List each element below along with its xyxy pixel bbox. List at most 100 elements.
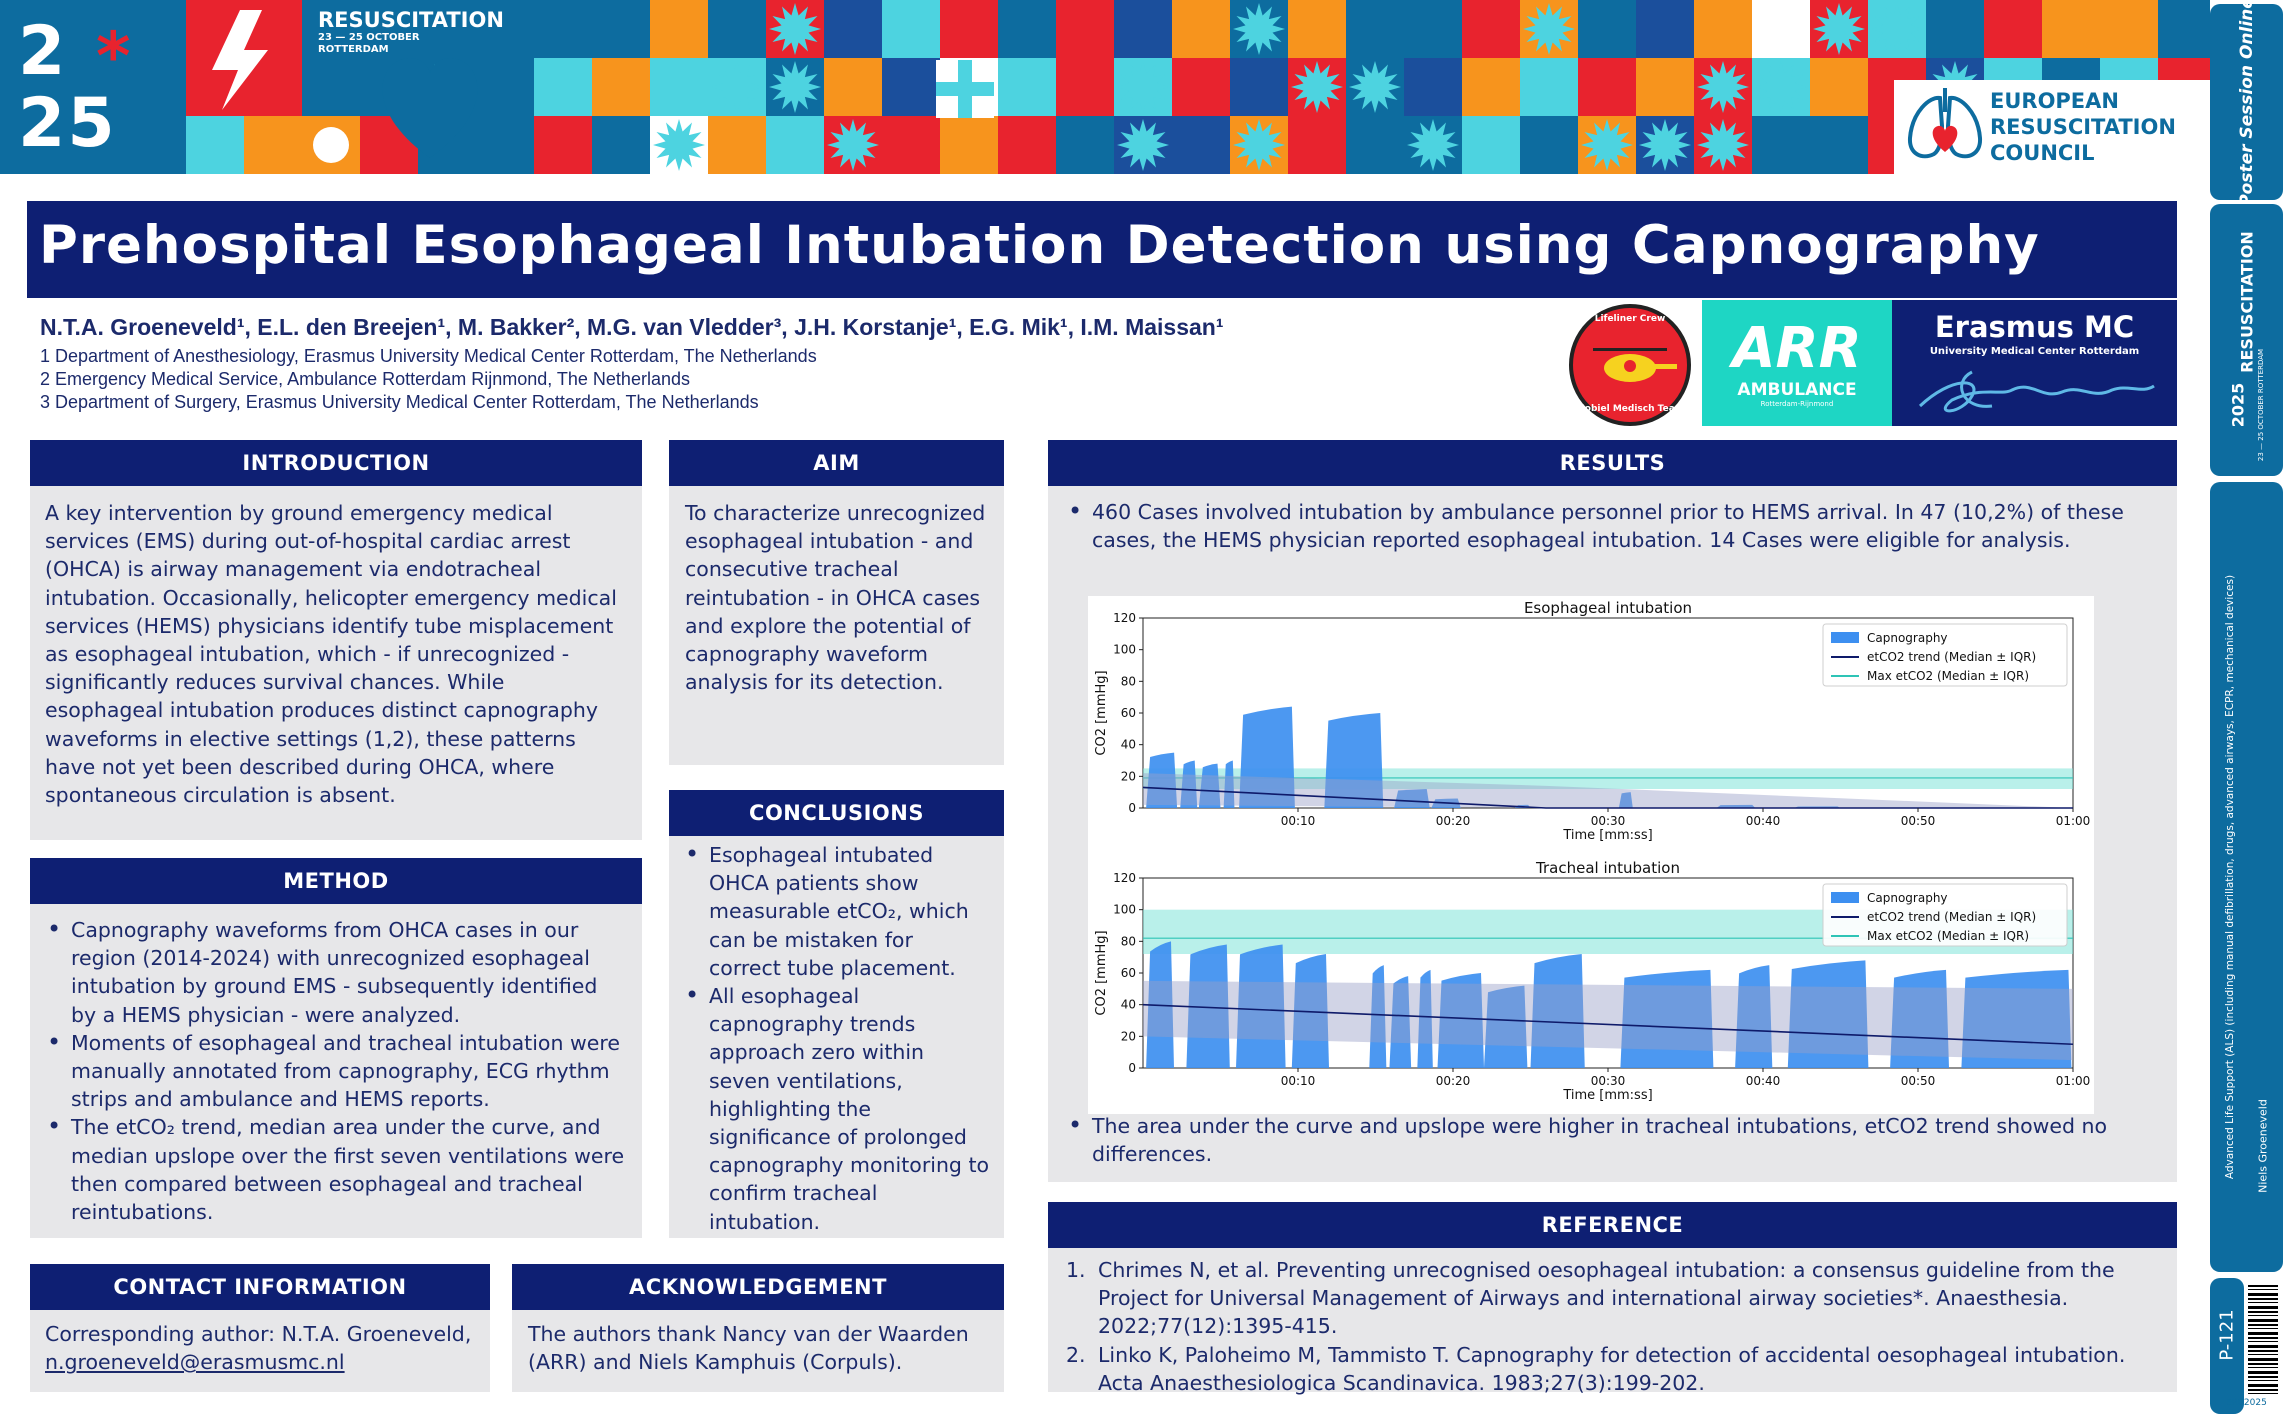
legend-box: [1822, 883, 2068, 947]
banner-tile: [650, 0, 708, 58]
congress-year-logo: 2 * 25: [18, 18, 168, 158]
banner-tile: [1462, 58, 1520, 116]
legend-label: Max etCO2 (Median ± IQR): [1867, 929, 2029, 943]
x-tick-label: 00:10: [1281, 814, 1316, 828]
legend-label: etCO2 trend (Median ± IQR): [1867, 650, 2036, 664]
legend-label: Capnography: [1867, 891, 1948, 905]
banner-tile: [1636, 0, 1694, 58]
banner-tile: [244, 116, 302, 174]
banner-tile: [1288, 0, 1346, 58]
event-label: RESUSCITATION 23 — 25 OCTOBER ROTTERDAM: [306, 6, 536, 56]
banner-tile: [1346, 116, 1404, 174]
banner-tile: [882, 58, 940, 116]
banner-tile: [998, 116, 1056, 174]
banner-tile: [1926, 0, 1984, 58]
event-dates: 23 — 25 OCTOBER: [318, 32, 420, 43]
y-tick-label: 80: [1121, 934, 1136, 948]
year-top-digit: 2: [18, 12, 68, 91]
year-star-icon: *: [96, 18, 131, 95]
reference-item: 2. Linko K, Paloheimo M, Tammisto T. Capn…: [1066, 1342, 2126, 1395]
x-tick-label: 00:20: [1436, 814, 1471, 828]
x-tick-label: 00:30: [1591, 814, 1626, 828]
banner-starburst: [1291, 61, 1343, 113]
conclusions-item: All esophageal capnography trends approa…: [683, 982, 990, 1236]
capnography-breath: [1890, 969, 1949, 1068]
erasmus-signature: [1918, 370, 2155, 413]
legend-box: [1822, 623, 2068, 687]
capnography-breath: [1484, 985, 1528, 1068]
capnography-breath: [1236, 944, 1286, 1068]
affiliation-3: 3 Department of Surgery, Erasmus Univers…: [40, 392, 759, 412]
banner-starburst: [1871, 3, 1923, 55]
y-tick-label: 100: [1113, 903, 1136, 917]
conclusions-heading: CONCLUSIONS: [669, 790, 1004, 836]
capnography-breath: [1389, 976, 1412, 1068]
banner-starburst: [1233, 3, 1285, 55]
capnography-breath: [1787, 960, 1869, 1068]
banner-tile: [186, 116, 244, 174]
method-item: The etCO₂ trend, median area under the c…: [45, 1113, 626, 1226]
banner-tile: [592, 116, 650, 174]
capnography-breath: [1146, 752, 1178, 808]
poster-title: Prehospital Esophageal Intubation Detect…: [39, 215, 2040, 276]
banner-tile: [1636, 58, 1694, 116]
heart-icon: [382, 58, 478, 158]
banner-starburst: [1813, 3, 1865, 55]
capnography-charts: 0 20 40 60 80 100 120 00:10 00:20 00:30 00:40 00:50…: [1094, 599, 2091, 1103]
banner-tile: [2100, 0, 2158, 58]
y-tick-label: 40: [1121, 998, 1136, 1012]
banner-tile: [1172, 58, 1230, 116]
x-tick-label: 00:40: [1746, 814, 1781, 828]
banner-tile: [1578, 58, 1636, 116]
banner-tile: [534, 116, 592, 174]
legend-swatch: [1831, 632, 1859, 643]
banner-tile: [998, 58, 1056, 116]
banner-tile: [534, 58, 592, 116]
contact-email-link[interactable]: n.groeneveld@erasmusmc.nl: [45, 1350, 345, 1375]
y-tick-label: 60: [1121, 966, 1136, 980]
banner-tile: [1520, 58, 1578, 116]
banner-tile: [824, 58, 882, 116]
banner-tile: [1578, 0, 1636, 58]
footer-code: ERC2025: [2226, 1398, 2267, 1408]
y-tick-label: 20: [1121, 1029, 1136, 1043]
legend-swatch: [1831, 892, 1859, 903]
banner-starburst: [769, 61, 821, 113]
reference-heading: REFERENCE: [1048, 1202, 2177, 1248]
banner-tile: [2042, 0, 2100, 58]
results-heading: RESULTS: [1048, 440, 2177, 486]
banner-tile: [1810, 116, 1868, 174]
banner-starburst: [711, 61, 763, 113]
banner-tile: [592, 58, 650, 116]
contact-heading: CONTACT INFORMATION: [30, 1264, 490, 1310]
x-tick-label: 00:20: [1436, 1074, 1471, 1088]
arr-ambulance-logo: ARR AMBULANCE Rotterdam-Rijnmond: [1702, 300, 1892, 426]
x-tick-label: 01:00: [2056, 1074, 2091, 1088]
etco2-trend-line: [1142, 1003, 2074, 1046]
poster-session-tab: Poster Session Online: [2210, 0, 2283, 207]
banner-starburst: [1349, 61, 1401, 113]
erc-name: EUROPEAN RESUSCITATION COUNCIL: [1990, 89, 2176, 165]
banner-tile: [1810, 58, 1868, 116]
banner-starburst: [1233, 119, 1285, 171]
banner-tile: [1172, 0, 1230, 58]
x-tick-label: 00:10: [1281, 1074, 1316, 1088]
banner-starburst: [1117, 119, 1169, 171]
method-heading: METHOD: [30, 858, 642, 904]
capnography-breath: [1417, 969, 1433, 1068]
y-axis-label: CO2 [mmHg]: [1094, 670, 1109, 755]
y-tick-label: 0: [1128, 1061, 1136, 1075]
capnography-breath: [1198, 763, 1221, 808]
x-axis-label: Time [mm:ss]: [1562, 828, 1652, 843]
poster-sidebar: Poster Session Online RESUSCITATION 2025…: [2210, 0, 2283, 1416]
method-list: Capnography waveforms from OHCA cases in…: [45, 916, 626, 1226]
capnography-breath: [1618, 792, 1633, 808]
reference-list: 1. Chrimes N, et al. Preventing unrecogni…: [1066, 1256, 2153, 1397]
legend-label: Max etCO2 (Median ± IQR): [1867, 669, 2029, 683]
lungs-heart-icon: [1907, 88, 1983, 159]
banner-tile: [708, 0, 766, 58]
method-item: Moments of esophageal and tracheal intub…: [45, 1029, 626, 1114]
y-tick-label: 60: [1121, 706, 1136, 720]
affiliation-1: 1 Department of Anesthesiology, Erasmus …: [40, 346, 817, 366]
banner-tile: [1288, 116, 1346, 174]
